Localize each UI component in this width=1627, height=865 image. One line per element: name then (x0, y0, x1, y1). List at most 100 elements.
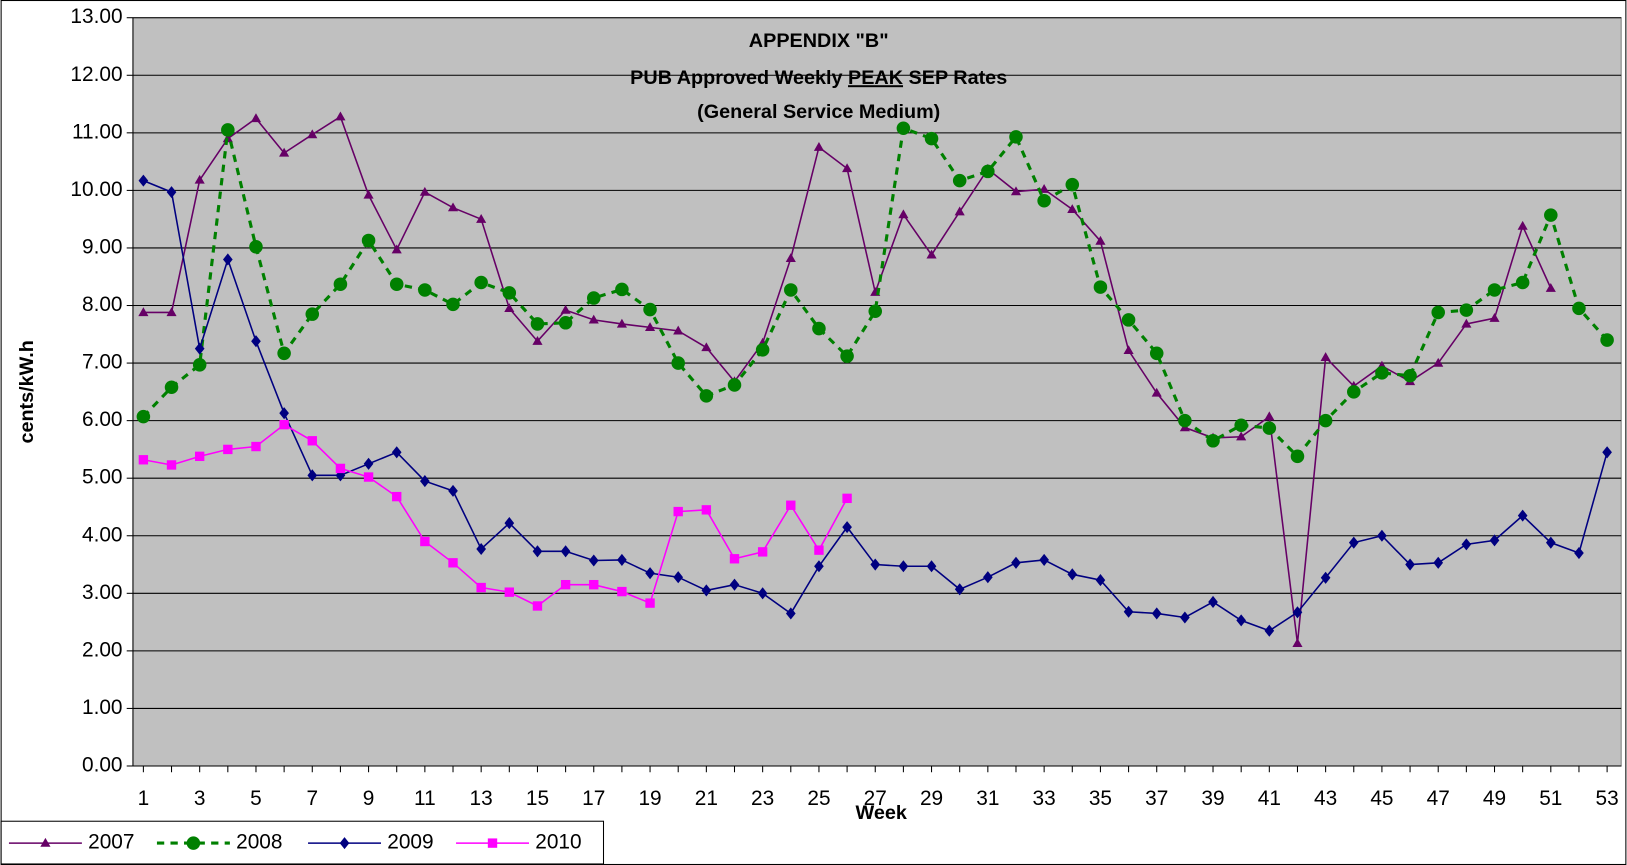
marker (448, 484, 458, 497)
x-tick-label: 3 (194, 787, 206, 810)
marker (727, 378, 742, 392)
y-tick-label: 3.00 (82, 581, 123, 604)
marker (223, 444, 233, 455)
series-line (142, 126, 1609, 459)
x-tick-label: 41 (1258, 787, 1281, 810)
marker (138, 455, 149, 465)
marker (617, 586, 627, 597)
marker (898, 560, 909, 573)
x-tick-label: 49 (1483, 787, 1506, 810)
marker (868, 304, 883, 319)
marker (1065, 177, 1080, 192)
marker (954, 206, 965, 216)
marker (729, 578, 740, 591)
marker (474, 275, 488, 290)
x-tick-label: 25 (807, 787, 830, 810)
marker (898, 209, 909, 219)
marker (814, 560, 824, 573)
y-tick-label: 1.00 (82, 696, 123, 719)
marker (785, 253, 796, 262)
marker (1545, 283, 1556, 292)
marker (305, 307, 320, 321)
marker (952, 173, 967, 188)
x-tick-label: 45 (1370, 787, 1393, 810)
marker (307, 469, 318, 482)
marker (333, 277, 348, 291)
marker (1433, 556, 1444, 569)
marker (757, 587, 768, 600)
marker (926, 560, 937, 573)
marker (842, 521, 852, 534)
marker (588, 554, 599, 567)
marker (1433, 357, 1444, 367)
marker (558, 316, 573, 330)
marker (645, 598, 655, 608)
marker (476, 213, 487, 223)
marker (1320, 352, 1331, 361)
x-tick-label: 19 (638, 787, 661, 810)
marker (277, 346, 291, 361)
marker (1459, 303, 1474, 317)
marker (1572, 301, 1586, 316)
y-axis-label: cents/kW.h (16, 340, 38, 443)
y-tick-label: 9.00 (82, 235, 123, 258)
marker (560, 579, 571, 590)
marker (1348, 536, 1359, 549)
marker (1208, 595, 1218, 608)
marker (166, 186, 177, 199)
marker (1067, 204, 1078, 214)
marker (1093, 280, 1108, 294)
x-tick-label: 33 (1033, 787, 1056, 810)
marker (1039, 553, 1049, 566)
marker (532, 335, 543, 345)
x-tick-label: 23 (751, 787, 774, 810)
marker (136, 409, 151, 424)
marker (673, 506, 683, 517)
marker (194, 174, 205, 184)
marker (1292, 638, 1303, 648)
marker (307, 436, 317, 446)
marker (1149, 346, 1164, 361)
marker (504, 303, 515, 313)
marker (307, 129, 318, 139)
marker (1375, 366, 1389, 380)
marker (671, 356, 685, 370)
y-tick-label: 2.00 (82, 638, 123, 661)
marker (1262, 421, 1277, 435)
marker (418, 283, 432, 297)
marker (1011, 556, 1021, 569)
marker (645, 567, 655, 580)
marker (757, 547, 768, 557)
legend-marker (40, 837, 51, 847)
marker (1320, 571, 1331, 584)
marker (194, 451, 205, 462)
marker (1318, 413, 1333, 428)
marker (279, 407, 289, 420)
marker (840, 349, 854, 363)
marker (1151, 607, 1162, 620)
legend-label: 2007 (88, 831, 134, 854)
marker (361, 233, 376, 248)
marker (1095, 235, 1106, 245)
marker (504, 587, 515, 597)
title-line: PUB Approved Weekly PEAK SEP Rates (630, 67, 1007, 89)
x-tick-label: 21 (695, 787, 718, 810)
marker (420, 536, 430, 547)
marker (813, 142, 825, 151)
marker (1010, 186, 1022, 196)
marker (1236, 431, 1247, 441)
marker (1121, 313, 1136, 327)
marker (389, 277, 404, 291)
y-tick-label: 12.00 (70, 63, 122, 86)
marker (1431, 305, 1445, 320)
x-tick-label: 5 (250, 787, 262, 810)
marker (673, 571, 684, 584)
marker (504, 517, 515, 530)
x-tick-label: 13 (470, 787, 493, 810)
marker (1602, 446, 1612, 459)
marker (701, 584, 712, 597)
x-tick-label: 11 (414, 787, 436, 810)
marker (476, 542, 486, 556)
x-tick-label: 15 (526, 787, 549, 810)
x-tick-label: 37 (1145, 787, 1168, 810)
